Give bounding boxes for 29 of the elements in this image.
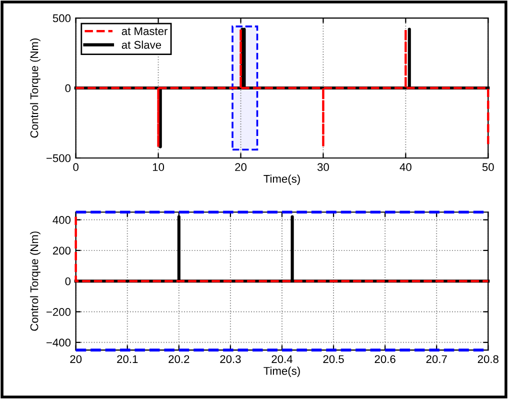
- x-tick-label: 20: [70, 355, 82, 364]
- x-tick-label: 20.5: [323, 355, 344, 364]
- x-tick-label: 20.7: [426, 355, 447, 364]
- x-tick-label: 40: [400, 163, 412, 172]
- x-axis-title: Time(s): [264, 174, 300, 185]
- y-tick-label: 400: [52, 216, 71, 224]
- x-tick-label: 20.4: [272, 355, 292, 364]
- x-tick-label: 20: [235, 163, 246, 172]
- x-tick-label: 10: [152, 163, 164, 172]
- x-tick-label: 50: [482, 163, 494, 172]
- y-tick-label: 200: [53, 246, 71, 255]
- y-axis-title: Control Torque (Nm): [30, 232, 40, 331]
- x-tick-label: 20.1: [117, 355, 138, 364]
- y-tick-label: 0: [65, 277, 71, 286]
- legend-label: at Master: [122, 27, 168, 36]
- x-tick-label: 20.8: [478, 355, 498, 364]
- x-tick-label: 0: [73, 163, 78, 172]
- x-tick-label: 20.3: [220, 355, 241, 364]
- y-axis-title: Control Torque (Nm): [30, 38, 40, 138]
- y-tick-label: −500: [46, 154, 71, 162]
- x-tick-label: 20.2: [168, 355, 190, 364]
- y-tick-label: 500: [52, 14, 71, 22]
- x-axis-title: Time(s): [264, 366, 300, 378]
- y-tick-label: 0: [65, 84, 71, 92]
- y-tick-label: −200: [46, 308, 71, 316]
- x-tick-label: 20.6: [374, 355, 396, 364]
- x-tick-label: 30: [317, 163, 329, 172]
- legend-label: at Slave: [122, 40, 162, 49]
- y-tick-label: −400: [46, 338, 71, 347]
